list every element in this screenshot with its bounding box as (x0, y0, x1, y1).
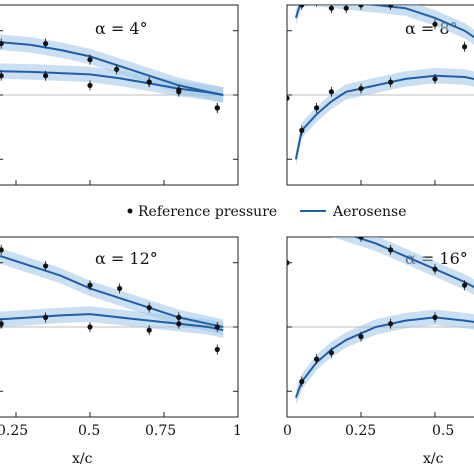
panel-2-band-lower (295, 68, 474, 167)
panel-1-reference-point-lower (146, 79, 152, 85)
panel-1-reference-point-lower (176, 87, 182, 93)
panel-2-reference-point-lower (299, 127, 305, 133)
panel-4-xtick-0.25: 0.25 (345, 423, 376, 439)
legend: Reference pressure Aerosense (127, 204, 406, 220)
panel-2-reference-point-upper (328, 5, 334, 11)
panel-1-reference-point-upper (43, 40, 49, 47)
panel-4-plot (287, 218, 474, 406)
panel-3-reference-point-upper (0, 247, 4, 253)
panel-2-reference-point-lower (287, 95, 290, 101)
panel-3-xtick-0.75: 0.75 (145, 423, 176, 439)
legend-marker-reference (127, 208, 133, 214)
panel-2-band-upper (295, 5, 474, 45)
panel-1-reference-point-lower (87, 82, 93, 88)
panel-3-xtick-0.25: 0.25 (0, 423, 28, 439)
panel-1-reference-point-lower (0, 73, 4, 79)
panel-3-reference-point-lower (43, 314, 49, 320)
panel-4-reference-point-lower (314, 356, 320, 362)
panel-1-reference-point-lower (214, 105, 220, 111)
panel-2-reference-point-upper (299, 5, 305, 8)
legend-label-aerosense: Aerosense (332, 204, 406, 220)
panel-4-reference-point-lower (328, 350, 334, 356)
panel-4-xtick-0: 0 (283, 423, 292, 439)
panel-4-reference-point-upper (358, 237, 364, 240)
panel-2-reference-point-lower (328, 89, 334, 95)
panel-2-reference-point-upper (314, 0, 319, 4)
panel-1-aerosense-lower (0, 70, 224, 96)
panel-3-reference-point-upper (146, 305, 152, 311)
panel-4-aerosense-upper (352, 237, 474, 289)
panel-1-reference-point-upper (114, 66, 120, 72)
panel-3-reference-point-upper (87, 282, 93, 288)
panel-4-band-upper (332, 237, 474, 295)
panel-4-reference-point-lower (432, 314, 438, 320)
panel-3-reference-point-lower (0, 321, 4, 327)
panel-4-reference-point-upper (462, 282, 468, 288)
panel-3-xlabel: x/c (72, 451, 93, 467)
panel-4-xtick-0.5: 0.5 (432, 423, 454, 439)
panel-3-reference-point-upper (117, 285, 123, 292)
panel-1-title: α = 4° (95, 19, 148, 38)
panel-2-reference-point-upper (432, 21, 438, 27)
panel-4-reference-point-upper (432, 266, 438, 272)
legend-label-reference: Reference pressure (138, 204, 277, 220)
panel-3-reference-point-lower (176, 321, 182, 327)
panel-2-reference-point-upper (343, 5, 349, 11)
panel-3-reference-point-lower (87, 324, 93, 330)
panel-3-reference-point-upper (214, 324, 220, 330)
panel-2-reference-point-upper (462, 44, 468, 50)
panel-2-reference-point-lower (314, 105, 320, 111)
panel-3-plot (0, 244, 238, 355)
panel-2-plot (287, 0, 474, 167)
panel-2-reference-point-lower (358, 85, 364, 92)
panel-3-reference-point-upper (176, 314, 182, 320)
panel-1-reference-point-upper (0, 40, 4, 47)
panel-1-plot (0, 34, 238, 113)
panel-1-reference-point-upper (87, 57, 93, 63)
panel-4-reference-point-lower (299, 379, 305, 385)
panel-3-xtick-0.5: 0.5 (78, 423, 100, 439)
panel-4-reference-point-upper (344, 228, 349, 233)
panel-3-title: α = 12° (95, 249, 158, 268)
panel-4-reference-point-upper (329, 225, 334, 230)
panel-4-reference-point-upper (314, 218, 319, 223)
panel-2-reference-point-upper (388, 5, 394, 8)
panel-2-aerosense-upper (294, 5, 474, 39)
panel-3-reference-point-lower (146, 327, 152, 333)
panel-3-reference-point-lower (214, 346, 220, 353)
panel-3-band-lower (0, 306, 224, 338)
panel-4-reference-point-upper (388, 247, 394, 253)
panel-3-aerosense-lower (0, 313, 224, 332)
panel-4-reference-point-lower (358, 334, 364, 340)
panel-3-reference-point-upper (43, 263, 49, 269)
panel-3-xtick-1: 1 (233, 423, 242, 439)
panel-1-reference-point-lower (43, 73, 49, 79)
panel-4-reference-point-lower (388, 321, 394, 327)
panel-2-reference-point-lower (388, 79, 394, 85)
panel-2-reference-point-upper (358, 5, 364, 8)
panel-2-reference-point-lower (432, 76, 438, 82)
panel-4-xlabel: x/c (423, 451, 444, 467)
